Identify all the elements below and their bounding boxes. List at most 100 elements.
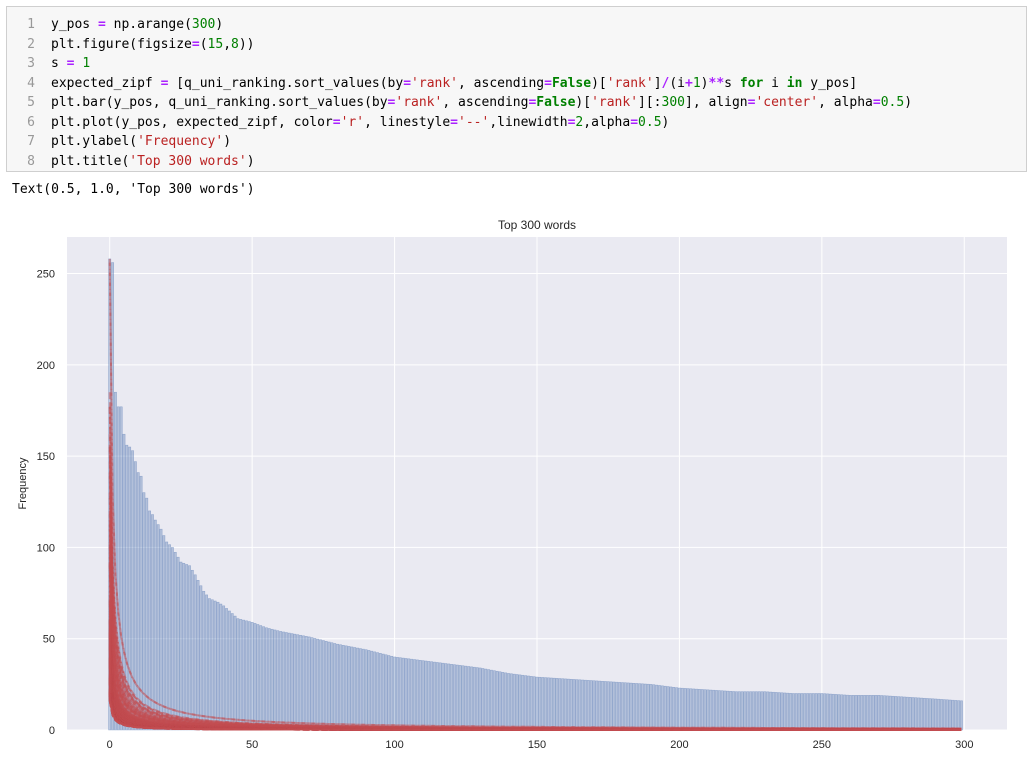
bar [344,645,348,731]
code-token: 0.5 [638,114,662,130]
bar [341,645,345,731]
bar [210,599,214,731]
bar [564,678,567,731]
code-editor[interactable]: 1 y_pos = np.arange(300) 2 plt.figure(figsi… [7,15,912,171]
line-number: 4 [27,75,35,91]
code-token: = [66,56,75,71]
code-token: plt.bar(y_pos, q_uni_ranking.sort_values… [51,95,388,110]
bar [703,689,707,731]
code-line[interactable]: 6 plt.plot(y_pos, expected_zipf, color='r… [7,113,912,133]
code-line[interactable]: 8 plt.title('Top 300 words') [7,152,912,172]
bar [584,679,587,731]
bar [259,625,263,731]
bar [339,644,342,731]
bar [299,634,302,731]
bar [717,690,721,731]
code-token: = [97,17,106,32]
bar [780,692,784,731]
bar [279,631,283,731]
bar [942,699,946,731]
bar [407,658,411,731]
bar [814,693,818,731]
code-line[interactable]: 3 s = 1 [7,54,912,74]
bar [153,519,157,731]
x-tick-label: 100 [385,739,403,751]
code-token: 'rank' [606,75,654,91]
bar [495,670,499,731]
bar [421,660,425,731]
code-token: , ascending [458,75,545,91]
bar [854,695,858,731]
code-cell-input[interactable]: 1 y_pos = np.arange(300) 2 plt.figure(figsi… [6,6,1027,172]
code-line[interactable]: 2 plt.figure(figsize=(15,8)) [7,35,912,55]
code-token: = [403,75,412,91]
bar [435,662,439,731]
code-token: 8 [231,36,239,52]
bar [529,676,533,731]
bar [712,689,715,731]
bar [720,690,724,731]
bar [116,406,120,731]
bar [811,693,815,731]
bar [655,684,659,731]
bar [450,664,453,731]
bar [185,564,189,731]
bar [783,692,787,731]
bar [871,695,875,731]
code-token: ], align [685,95,748,110]
code-token: ] [653,75,662,91]
bar [723,690,727,731]
code-token: np.arange( [105,17,192,32]
code-text: plt.ylabel('Frequency') [51,132,231,152]
bar [606,681,610,731]
code-line[interactable]: 4 expected_zipf = [q_uni_ranking.sort_val… [7,74,912,94]
bar [868,695,872,731]
bar [544,677,547,731]
bar [826,693,829,731]
bar [461,665,465,731]
line-number: 1 [27,17,35,32]
x-tick-label: 250 [813,739,831,751]
bar [444,663,448,731]
bar [791,693,795,731]
bar [427,661,431,731]
bar [282,631,285,731]
bar [381,653,385,731]
bar [891,695,895,731]
x-tick-label: 0 [107,739,113,751]
bar [823,693,827,731]
bar [615,681,619,731]
bar [133,461,137,731]
code-line[interactable]: 5 plt.bar(y_pos, q_uni_ranking.sort_value… [7,93,912,113]
plot-figure: 0 50 100 150 200 250 300 0 50 100 150 200 250 Top 30… [0,205,1030,757]
bar [809,693,812,731]
code-line[interactable]: 1 y_pos = np.arange(300) [7,15,912,35]
bar [706,689,710,731]
code-token: 1 [82,56,91,71]
code-token: , [223,36,232,52]
bar [256,624,260,731]
code-token: 2 [575,114,584,130]
code-token: ) [904,95,913,110]
bar [373,651,377,731]
code-token: plt.plot(y_pos, expected_zipf, color [51,114,333,130]
code-token: = [567,114,576,130]
bar [413,659,416,731]
line-number: 5 [27,95,35,110]
bar [353,647,357,731]
code-token: = [160,75,169,91]
bar [666,686,670,731]
code-token: ) [223,134,232,149]
code-line[interactable]: 7 plt.ylabel('Frequency') [7,132,912,152]
bar [598,680,602,731]
bar [430,661,433,731]
bar [880,695,884,731]
bar [509,673,513,731]
bar [851,695,855,731]
code-token: )) [238,36,255,52]
bar [242,619,245,731]
y-tick-label: 50 [43,634,55,646]
bar [829,693,832,731]
code-token: + [685,75,693,91]
bar [307,636,311,731]
